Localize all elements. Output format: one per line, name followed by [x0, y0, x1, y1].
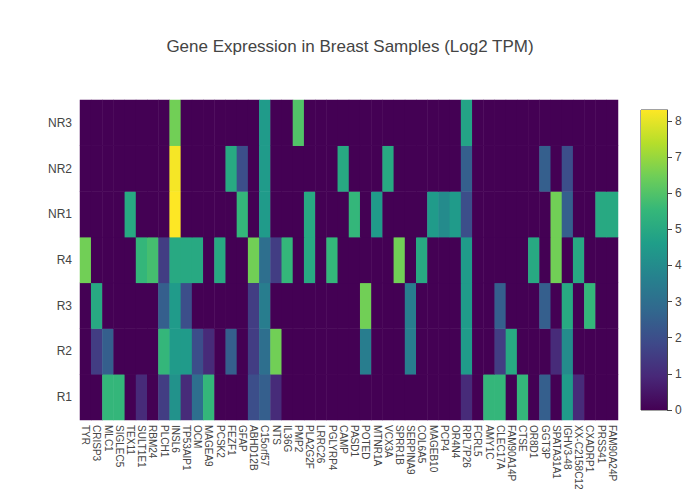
svg-text:3: 3	[675, 295, 682, 309]
svg-text:0: 0	[675, 403, 682, 417]
svg-text:5: 5	[675, 222, 682, 236]
svg-text:PGLYRP4: PGLYRP4	[327, 425, 338, 471]
svg-text:SPATA31A1: SPATA31A1	[551, 425, 562, 479]
svg-text:MAGEA9: MAGEA9	[203, 425, 214, 467]
svg-text:PLA2G2F: PLA2G2F	[304, 425, 315, 469]
svg-text:RPL7P26: RPL7P26	[461, 425, 472, 468]
svg-text:POTED: POTED	[360, 425, 371, 459]
svg-text:7: 7	[675, 150, 682, 164]
svg-text:TP53AIP1: TP53AIP1	[181, 425, 192, 471]
svg-text:SERPINA9: SERPINA9	[405, 425, 416, 475]
svg-text:C15orf57: C15orf57	[259, 425, 270, 467]
svg-text:MLC1: MLC1	[103, 425, 114, 452]
svg-text:GGT3P: GGT3P	[540, 425, 551, 459]
svg-text:SULT1E1: SULT1E1	[136, 425, 147, 468]
svg-text:NR1: NR1	[48, 207, 72, 221]
svg-text:XX-C2158C12: XX-C2158C12	[573, 425, 584, 490]
svg-text:COL6A5: COL6A5	[416, 425, 427, 464]
svg-text:R3: R3	[57, 299, 73, 313]
svg-text:LRRC26: LRRC26	[315, 425, 326, 464]
svg-text:PCSK2: PCSK2	[215, 425, 226, 458]
svg-text:INSL6: INSL6	[170, 425, 181, 453]
svg-text:FAM90A14P: FAM90A14P	[506, 425, 517, 481]
svg-text:IGHV3-48: IGHV3-48	[562, 425, 573, 470]
svg-text:PCP4: PCP4	[439, 425, 450, 452]
svg-text:PMP2: PMP2	[293, 425, 304, 453]
svg-text:PASD1: PASD1	[349, 425, 360, 457]
svg-text:R2: R2	[57, 344, 73, 358]
svg-text:CAMP: CAMP	[338, 425, 349, 454]
svg-text:RBM24: RBM24	[147, 425, 158, 459]
svg-text:TYR: TYR	[80, 425, 91, 445]
svg-text:Gene Expression in Breast Samp: Gene Expression in Breast Samples (Log2 …	[166, 37, 533, 56]
svg-text:R1: R1	[57, 390, 73, 404]
svg-text:TEX11: TEX11	[125, 425, 136, 455]
svg-text:PLCH1: PLCH1	[159, 425, 170, 458]
svg-text:SPRR1B: SPRR1B	[394, 425, 405, 465]
svg-text:CLEC17A: CLEC17A	[495, 425, 506, 470]
svg-text:OR8D1: OR8D1	[528, 425, 539, 459]
svg-text:OR4N4: OR4N4	[450, 425, 461, 459]
svg-text:CRISP3: CRISP3	[91, 425, 102, 462]
svg-text:IL36G: IL36G	[282, 425, 293, 452]
svg-text:FAM90A24P: FAM90A24P	[607, 425, 618, 481]
svg-text:NR2: NR2	[48, 162, 72, 176]
svg-text:CXADRP1: CXADRP1	[584, 425, 595, 473]
svg-text:NTS: NTS	[271, 425, 282, 445]
svg-text:PRSS41: PRSS41	[596, 425, 607, 464]
svg-text:1: 1	[675, 367, 682, 381]
svg-text:2: 2	[675, 331, 682, 345]
svg-text:VCX3A: VCX3A	[383, 425, 394, 458]
svg-text:8: 8	[675, 114, 682, 128]
svg-text:MAGEB10: MAGEB10	[428, 425, 439, 473]
svg-text:GFAP: GFAP	[237, 425, 248, 452]
svg-text:CTSE: CTSE	[517, 425, 528, 452]
svg-text:R4: R4	[57, 253, 73, 267]
svg-text:FEZF1: FEZF1	[226, 425, 237, 456]
svg-text:SIGLEC5: SIGLEC5	[114, 425, 125, 468]
svg-text:FCRL5: FCRL5	[472, 425, 483, 457]
svg-text:NR3: NR3	[48, 116, 72, 130]
svg-text:AMY1C: AMY1C	[484, 425, 495, 459]
svg-text:4: 4	[675, 258, 682, 272]
svg-text:ABHD12B: ABHD12B	[248, 425, 259, 471]
svg-text:OCM: OCM	[192, 425, 203, 448]
svg-text:MTNR1A: MTNR1A	[372, 425, 383, 466]
svg-text:6: 6	[675, 186, 682, 200]
